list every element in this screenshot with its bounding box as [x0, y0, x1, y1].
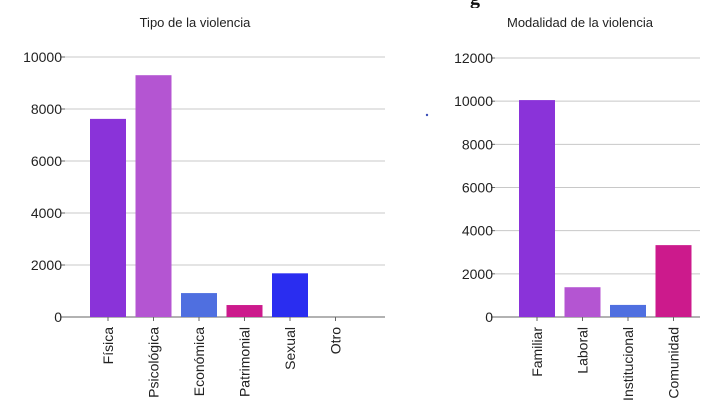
chart-1-marks: 0 2000 4000 6000 8000 10000 Física Psicológica E… — [23, 49, 385, 398]
y-tick-label: 2000 — [462, 266, 493, 282]
bar-patrimonial — [226, 305, 263, 317]
y-tick-label: 2000 — [31, 257, 62, 273]
y-tick-label: 8000 — [31, 101, 62, 117]
y-tick-label: 6000 — [462, 180, 493, 196]
stray-dot — [425, 113, 429, 117]
y-tick-label: 8000 — [462, 136, 493, 152]
y-tick-label: 6000 — [31, 153, 62, 169]
y-tick-label: 4000 — [31, 205, 62, 221]
y-tick-label: 4000 — [462, 223, 493, 239]
chart-2-marks: 0 2000 4000 6000 8000 10000 12000 Familiar Labor… — [454, 50, 700, 401]
x-category-label: Familiar — [529, 327, 545, 377]
x-category-label: Comunidad — [666, 327, 682, 399]
bar-comunidad — [655, 245, 692, 317]
bar-sexual — [272, 273, 308, 317]
y-tick-label: 0 — [54, 309, 62, 325]
x-category-label: Institucional — [620, 327, 636, 401]
x-category-label: Física — [100, 327, 116, 365]
x-category-label: Económica — [191, 327, 207, 396]
x-category-label: Laboral — [575, 327, 591, 374]
x-category-label: Patrimonial — [237, 327, 253, 397]
y-tick-label: 10000 — [23, 49, 62, 65]
x-category-label: Sexual — [282, 327, 298, 370]
y-tick-label: 12000 — [454, 50, 493, 66]
chart-modalidad: Modalidad de la violencia — [507, 15, 654, 30]
header-fragment: g — [470, 0, 480, 8]
bar-psicologica — [135, 75, 172, 317]
bar-fisica — [90, 118, 126, 317]
chart-title: Modalidad de la violencia — [507, 15, 654, 30]
x-category-label: Psicológica — [146, 327, 162, 398]
chart-title: Tipo de la violencia — [140, 15, 252, 30]
header-strip: g — [0, 0, 706, 8]
x-category-label: Otro — [328, 327, 344, 354]
bar-institucional — [610, 304, 646, 317]
bar-economica — [181, 293, 217, 317]
bar-laboral — [564, 287, 601, 317]
y-tick-label: 0 — [485, 309, 493, 325]
y-tick-label: 10000 — [454, 93, 493, 109]
bar-familiar — [519, 100, 555, 318]
chart-tipo: Tipo de la violencia — [140, 15, 252, 30]
